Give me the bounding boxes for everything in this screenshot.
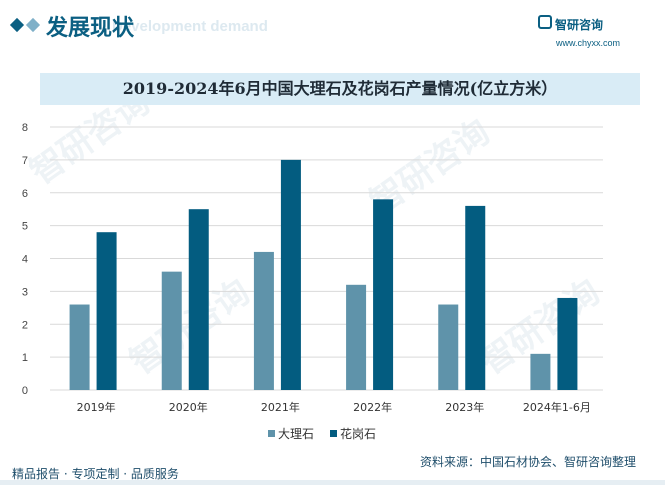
y-tick-label: 5 xyxy=(22,221,28,233)
title-band xyxy=(40,73,640,105)
footer-tagline: 精品报告 · 专项定制 · 品质服务 xyxy=(12,467,179,481)
section-subtitle: Development demand xyxy=(112,18,268,35)
legend-label: 花岗石 xyxy=(340,426,376,441)
section-title: 发展现状 xyxy=(46,16,135,41)
bar-marble xyxy=(346,284,367,390)
legend-label: 大理石 xyxy=(278,427,314,441)
y-tick-label: 8 xyxy=(22,122,28,134)
y-tick-label: 7 xyxy=(22,155,28,167)
brand-name: 智研咨询 xyxy=(555,18,604,32)
y-tick-label: 2 xyxy=(22,319,28,331)
y-tick-label: 0 xyxy=(22,385,28,397)
legend-swatch xyxy=(330,430,337,437)
brand-logo-icon xyxy=(538,15,552,29)
y-tick-label: 6 xyxy=(22,188,28,200)
source-note: 资料来源：中国石材协会、智研咨询整理 xyxy=(420,455,637,469)
bar-marble xyxy=(530,353,551,390)
bar-granite xyxy=(465,205,486,390)
x-tick-label: 2019年 xyxy=(77,400,116,414)
page-header: Development demand 发展现状 智研咨询 www.chyxx.c… xyxy=(0,0,665,56)
x-tick-label: 2024年1-6月 xyxy=(523,400,591,414)
bar-granite xyxy=(280,159,301,390)
legend-swatch xyxy=(268,430,275,437)
x-tick-label: 2022年 xyxy=(353,400,392,414)
bar-granite xyxy=(96,232,117,390)
bar-marble xyxy=(438,304,459,390)
chart-title: 2019-2024年6月中国大理石及花岗石产量情况(亿立方米） xyxy=(122,79,558,98)
bar-marble xyxy=(161,271,182,390)
bar-granite xyxy=(373,199,394,390)
bar-granite xyxy=(188,209,209,390)
y-tick-label: 4 xyxy=(22,254,28,266)
x-tick-label: 2020年 xyxy=(169,400,208,414)
footer-divider xyxy=(0,480,665,485)
x-tick-label: 2021年 xyxy=(261,400,300,414)
y-tick-label: 1 xyxy=(22,352,28,364)
bar-marble xyxy=(253,251,274,390)
y-tick-label: 3 xyxy=(22,286,28,298)
x-tick-label: 2023年 xyxy=(445,400,484,414)
bar-marble xyxy=(69,304,90,390)
bar-granite xyxy=(557,297,578,390)
brand-url[interactable]: www.chyxx.com xyxy=(556,38,621,48)
